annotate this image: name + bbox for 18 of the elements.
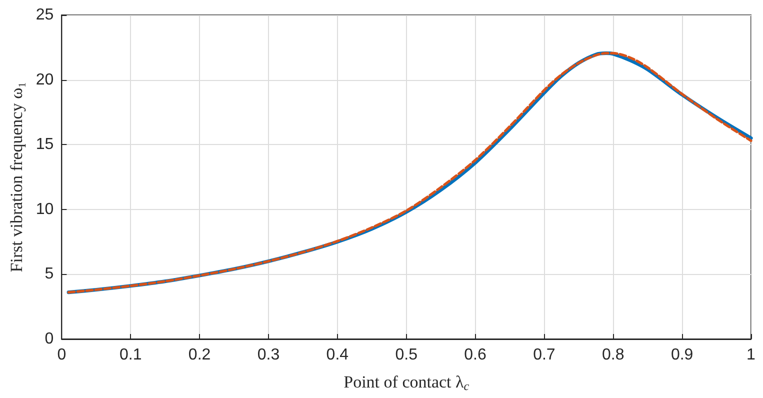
x-tick-label: 0.4: [326, 346, 349, 364]
x-tick-label: 0: [57, 346, 66, 364]
x-tick-label: 0.2: [188, 346, 211, 364]
x-tick-label: 0.1: [120, 346, 142, 364]
x-tick-label: 0.9: [670, 346, 694, 364]
x-tick-label: 1: [746, 346, 756, 364]
x-tick-label: 0.5: [395, 346, 418, 364]
x-tick-label: 0.3: [257, 346, 280, 364]
x-tick-label: 0.7: [533, 346, 556, 364]
y-tick-label: 15: [36, 136, 54, 154]
y-tick-label: 0: [44, 330, 54, 348]
x-tick-label: 0.6: [464, 346, 486, 364]
y-tick-label: 10: [36, 200, 54, 218]
x-tick-label: 0.8: [602, 346, 624, 364]
y-axis-title: First vibration frequency ω₁: [7, 82, 26, 272]
y-tick-label: 20: [36, 71, 54, 88]
y-tick-label: 25: [36, 6, 54, 24]
y-tick-label: 5: [44, 266, 54, 283]
